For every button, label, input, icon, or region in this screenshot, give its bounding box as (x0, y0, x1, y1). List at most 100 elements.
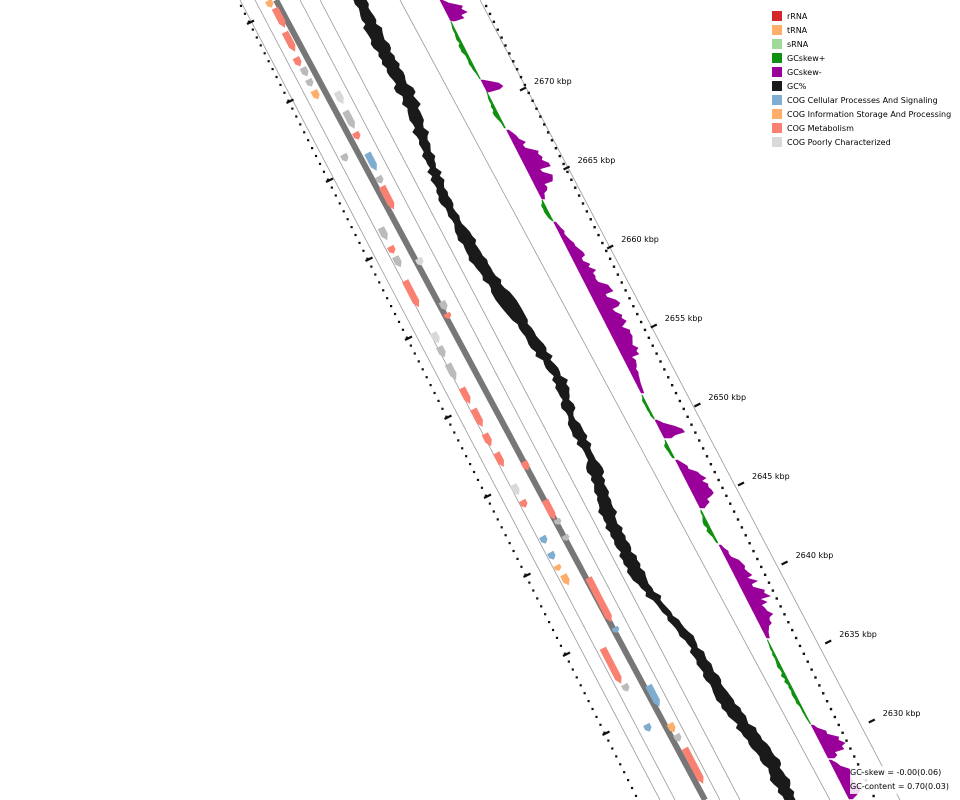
inner-minor-tick (551, 628, 555, 632)
ruler-minor-tick (779, 605, 782, 608)
ruler-minor-tick (725, 494, 728, 497)
ruler-minor-tick (574, 186, 577, 189)
inner-minor-tick (603, 731, 606, 734)
inner-minor-tick (476, 478, 480, 481)
inner-minor-tick (267, 60, 270, 63)
cds-feature (415, 256, 424, 266)
ruler-minor-tick (593, 226, 596, 229)
gc-skew-segment (541, 199, 554, 222)
legend-item-srna: sRNA (772, 37, 951, 51)
ruler-minor-tick (612, 265, 616, 268)
cds-feature (265, 0, 274, 8)
ruler-minor-tick (543, 123, 546, 126)
tick-label: 2655 kbp (665, 314, 703, 323)
tick-label: 2635 kbp (839, 630, 877, 639)
inner-minor-tick (555, 636, 559, 639)
legend-item-gcskew-plus: GCskew+ (772, 51, 951, 65)
legend-swatch (772, 95, 782, 105)
inner-minor-tick (409, 344, 412, 347)
inner-minor-tick (559, 644, 563, 647)
cds-feature (378, 184, 395, 210)
gc-skew-segment (439, 0, 468, 22)
ruler-minor-tick (581, 202, 585, 205)
ruler-minor-tick (550, 139, 554, 142)
inner-ruler (239, 4, 638, 797)
legend-label: COG Information Storage And Processing (787, 109, 952, 119)
inner-minor-tick (307, 139, 310, 142)
inner-minor-tick (472, 470, 476, 474)
inner-major-tick (523, 572, 531, 578)
cds-feature (599, 646, 622, 684)
ruler-minor-tick (519, 75, 523, 79)
ruler-minor-tick (558, 154, 561, 158)
legend-swatch (772, 39, 782, 49)
cds-feature (560, 573, 570, 586)
cds-feature (340, 152, 349, 162)
ruler-minor-tick (798, 644, 802, 648)
ruler-minor-tick (736, 518, 740, 521)
inner-minor-tick (303, 131, 306, 134)
cds-feature (470, 407, 483, 427)
inner-minor-tick (441, 407, 444, 410)
inner-minor-tick (567, 660, 570, 663)
gc-skew-segment (506, 129, 553, 200)
ruler-minor-tick (636, 312, 639, 316)
cds-feature (444, 362, 457, 380)
inner-minor-tick (425, 376, 428, 379)
inner-minor-tick (627, 779, 630, 782)
ruler-minor-tick (849, 747, 852, 750)
gc-content-track (353, 0, 796, 800)
inner-minor-tick (390, 305, 393, 308)
legend-swatch (772, 109, 782, 119)
ruler-minor-tick (713, 470, 716, 474)
ruler-minor-tick (492, 20, 496, 23)
legend-item-cog-metabolism: COG Metabolism (772, 121, 951, 135)
ruler-minor-tick (632, 305, 635, 308)
gc-skew-segment (480, 79, 504, 93)
cds-feature (541, 498, 556, 520)
cds-feature (438, 299, 448, 311)
gc-skew-segment (700, 509, 719, 544)
ruler-minor-tick (570, 178, 573, 181)
tick-label: 2670 kbp (534, 77, 572, 86)
cds-feature (561, 533, 570, 541)
ruler-major-tick (650, 323, 658, 329)
inner-minor-tick (271, 68, 274, 71)
inner-minor-tick (587, 700, 590, 703)
cds-feature (387, 244, 396, 254)
inner-minor-tick (619, 763, 622, 766)
inner-minor-tick (461, 447, 464, 450)
inner-minor-tick (615, 755, 618, 758)
ruler-minor-tick (717, 478, 720, 482)
ruler-minor-tick (825, 700, 829, 703)
ruler-minor-tick (608, 257, 612, 260)
inner-minor-tick (532, 589, 535, 592)
ruler-minor-tick (740, 526, 744, 529)
inner-minor-tick (362, 249, 365, 252)
cds-feature (539, 534, 548, 544)
inner-minor-tick (544, 613, 547, 616)
inner-minor-tick (275, 75, 278, 79)
inner-minor-tick (488, 502, 491, 505)
inner-minor-tick (401, 328, 405, 331)
ruler-minor-tick (837, 723, 840, 727)
inner-minor-tick (623, 771, 626, 774)
cds-feature (436, 345, 446, 358)
ruler-minor-tick (829, 707, 833, 711)
inner-minor-tick (457, 439, 460, 442)
legend-swatch (772, 67, 782, 77)
inner-minor-tick (251, 28, 254, 31)
ruler-minor-tick (818, 684, 821, 687)
cds-feature (520, 459, 530, 471)
ruler-minor-tick (771, 589, 775, 592)
inner-minor-tick (421, 368, 424, 371)
gc-skew-segment (450, 21, 481, 80)
ruler-minor-tick (546, 131, 550, 134)
inner-minor-tick (370, 265, 373, 268)
inner-minor-tick (445, 415, 448, 418)
legend-label: tRNA (787, 25, 808, 35)
inner-minor-tick (512, 549, 515, 553)
legend-swatch (772, 137, 782, 147)
ruler-minor-tick (709, 463, 713, 466)
ruler-minor-tick (589, 218, 592, 221)
